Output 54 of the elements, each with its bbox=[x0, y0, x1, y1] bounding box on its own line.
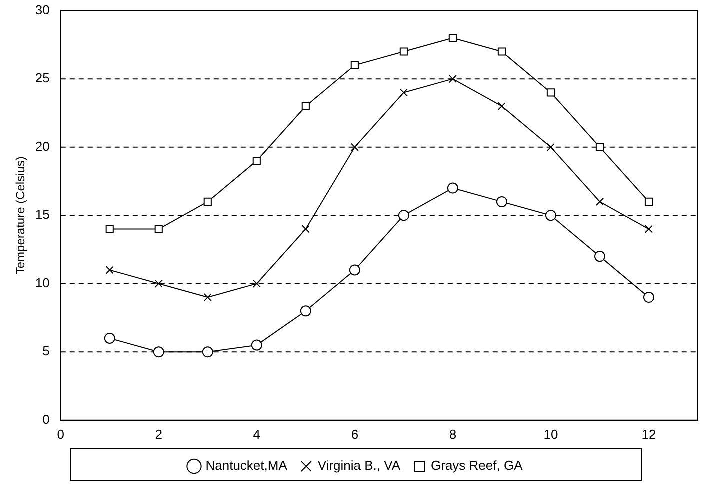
point bbox=[496, 196, 508, 208]
point bbox=[300, 306, 312, 317]
point bbox=[154, 225, 163, 234]
y-tick-label: 20 bbox=[35, 138, 50, 154]
point bbox=[448, 75, 457, 84]
point bbox=[204, 198, 212, 206]
point bbox=[350, 61, 359, 70]
point bbox=[400, 88, 408, 97]
x-tick-label: 0 bbox=[57, 426, 64, 442]
legend-label: Grays Reef, GA bbox=[431, 458, 524, 474]
point bbox=[596, 143, 604, 152]
y-axis-title: Temperature (Celsius) bbox=[14, 156, 28, 275]
point bbox=[643, 292, 654, 304]
legend-label: Nantucket,MA bbox=[206, 458, 288, 474]
x-tick-label: 6 bbox=[351, 426, 359, 442]
y-tick-label: 25 bbox=[35, 70, 50, 86]
point bbox=[302, 102, 310, 110]
point bbox=[106, 225, 114, 234]
y-tick-label: 0 bbox=[42, 412, 50, 427]
x-tick-label: 12 bbox=[642, 426, 656, 442]
point bbox=[498, 102, 506, 110]
point bbox=[252, 280, 261, 288]
point bbox=[106, 266, 114, 274]
point bbox=[202, 346, 214, 358]
point bbox=[350, 143, 359, 152]
point bbox=[447, 182, 458, 194]
point bbox=[400, 48, 408, 56]
x-tick-label: 10 bbox=[544, 426, 558, 442]
point bbox=[545, 210, 556, 222]
point bbox=[153, 346, 164, 358]
point bbox=[302, 225, 310, 234]
point bbox=[154, 280, 163, 288]
point bbox=[251, 340, 262, 351]
y-tick-label: 5 bbox=[42, 344, 50, 359]
point bbox=[104, 332, 116, 344]
point bbox=[644, 198, 654, 206]
point bbox=[644, 225, 654, 234]
x-tick-label: 4 bbox=[253, 426, 261, 442]
x-tick-label: 8 bbox=[449, 426, 457, 442]
point bbox=[596, 198, 604, 206]
y-tick-label: 30 bbox=[35, 2, 50, 18]
y-tick-label: 15 bbox=[35, 207, 50, 222]
point bbox=[546, 143, 556, 152]
point bbox=[398, 210, 410, 222]
point bbox=[349, 264, 360, 276]
point bbox=[546, 88, 556, 97]
point bbox=[498, 48, 506, 56]
x-tick-label: 2 bbox=[155, 426, 162, 442]
point bbox=[448, 34, 457, 42]
point bbox=[252, 156, 261, 166]
point bbox=[594, 251, 606, 262]
y-tick-label: 10 bbox=[35, 275, 50, 290]
legend-label: Virginia B., VA bbox=[318, 458, 401, 474]
point bbox=[204, 293, 212, 302]
